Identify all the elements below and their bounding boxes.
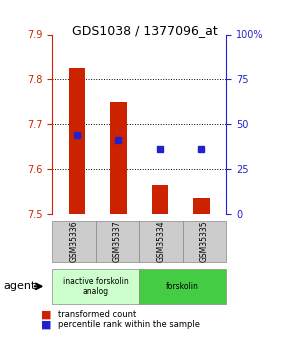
- Text: forskolin: forskolin: [166, 282, 199, 291]
- Text: GSM35334: GSM35334: [156, 221, 166, 262]
- Bar: [110, 102, 127, 214]
- Text: GSM35335: GSM35335: [200, 221, 209, 262]
- Bar: [69, 68, 85, 214]
- Bar: [152, 185, 168, 214]
- Bar: [193, 198, 210, 214]
- Text: GSM35337: GSM35337: [113, 221, 122, 262]
- Text: percentile rank within the sample: percentile rank within the sample: [58, 321, 200, 329]
- Text: GDS1038 / 1377096_at: GDS1038 / 1377096_at: [72, 24, 218, 37]
- Text: transformed count: transformed count: [58, 310, 136, 319]
- Text: inactive forskolin
analog: inactive forskolin analog: [63, 277, 128, 296]
- Text: ■: ■: [41, 310, 51, 319]
- Text: GSM35336: GSM35336: [69, 221, 79, 262]
- Text: ■: ■: [41, 320, 51, 330]
- Text: agent: agent: [3, 282, 35, 291]
